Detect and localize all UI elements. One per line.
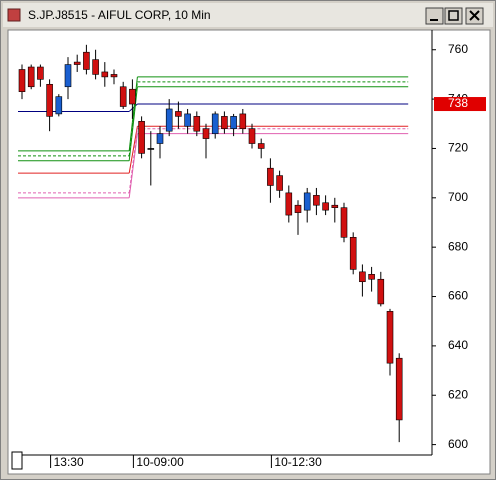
level-connector <box>128 103 138 112</box>
y-tick-label: 600 <box>448 437 468 451</box>
candle-body <box>303 192 311 211</box>
candle-body <box>267 167 274 186</box>
candle-body <box>322 202 329 211</box>
title-bar <box>3 3 493 27</box>
minimize-button[interactable] <box>425 7 444 25</box>
y-tick-label: 760 <box>448 42 468 56</box>
close-icon <box>469 10 480 21</box>
candle-body <box>156 133 164 144</box>
candle-body <box>55 96 63 115</box>
candle-body <box>257 143 265 149</box>
level-connector <box>128 86 138 161</box>
window-title: S.JP.J8515 - AIFUL CORP, 10 Min <box>28 8 211 22</box>
candle-body <box>276 175 283 191</box>
level-connector <box>128 133 138 198</box>
y-tick-label: 680 <box>448 239 468 253</box>
y-tick-label: 640 <box>448 338 468 352</box>
candle-body <box>202 128 210 139</box>
y-tick-label: 720 <box>448 141 468 155</box>
candle-body <box>129 88 136 105</box>
candle-body <box>313 195 320 206</box>
scroll-box[interactable] <box>11 451 23 470</box>
candle-body <box>165 108 173 132</box>
candle-body <box>239 113 247 130</box>
candle-body <box>138 121 145 154</box>
candle-body <box>193 116 201 132</box>
last-price-box <box>434 97 486 112</box>
candle-body <box>230 116 237 130</box>
candle-body <box>368 274 375 280</box>
candle-body <box>101 71 109 78</box>
candle-body <box>386 311 394 364</box>
candle-body <box>349 236 357 270</box>
y-tick-label: 700 <box>448 190 468 204</box>
candle-body <box>119 86 127 107</box>
candle-body <box>221 116 228 130</box>
candle-body <box>395 357 403 421</box>
app-icon <box>7 8 21 22</box>
chart-panel <box>7 29 491 475</box>
candle-body <box>285 192 293 216</box>
candle-body <box>83 51 90 70</box>
candle-body <box>27 66 35 88</box>
level-connector <box>128 128 138 193</box>
candle-body <box>18 69 26 92</box>
candle-body <box>211 113 219 134</box>
candle-body <box>110 74 118 78</box>
maximize-icon <box>448 10 459 21</box>
level-connector <box>128 126 138 174</box>
candle-body <box>377 278 385 305</box>
candle-body <box>147 148 155 150</box>
y-tick-label: 620 <box>448 387 468 401</box>
candle-body <box>294 204 302 213</box>
last-price-label: 738 <box>448 96 468 110</box>
candle-body <box>359 271 366 283</box>
window-buttons[interactable] <box>425 7 484 25</box>
candle-body <box>248 128 256 144</box>
y-tick-label: 660 <box>448 289 468 303</box>
level-connector <box>128 76 138 151</box>
level-connector <box>128 81 138 156</box>
candle-body <box>331 204 339 208</box>
x-tick-label: 10-09:00 <box>136 455 184 469</box>
x-tick-label: 13:30 <box>54 455 84 469</box>
candle-body <box>73 61 81 65</box>
candle-body <box>92 59 99 75</box>
candle-body <box>64 64 72 88</box>
candle-body <box>37 66 44 80</box>
candle-body <box>46 83 53 117</box>
x-tick-label: 10-12:30 <box>274 455 322 469</box>
candle-body <box>184 113 191 127</box>
candle-body <box>340 207 348 238</box>
candle-body <box>175 111 182 117</box>
